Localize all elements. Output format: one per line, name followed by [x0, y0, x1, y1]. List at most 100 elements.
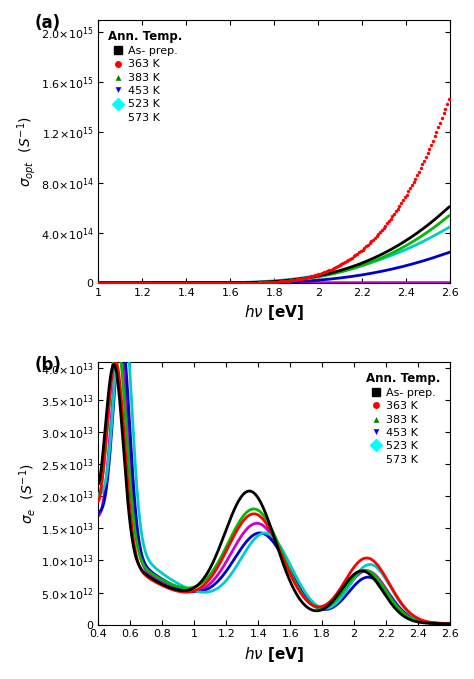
Point: [228, 277, 236, 288]
Point: [219, 277, 227, 288]
Point: [440, 108, 447, 119]
Point: [315, 269, 322, 280]
Point: [320, 267, 328, 278]
Point: [253, 277, 261, 288]
Point: [118, 277, 125, 288]
Point: [413, 170, 421, 181]
Point: [411, 173, 419, 184]
Point: [249, 277, 257, 288]
Point: [348, 253, 356, 263]
Point: [151, 277, 158, 288]
Point: [311, 270, 319, 280]
Point: [293, 274, 301, 285]
Point: [441, 103, 449, 114]
Point: [209, 277, 217, 288]
Point: [116, 277, 123, 288]
Point: [313, 270, 320, 280]
Point: [341, 257, 349, 268]
Point: [125, 277, 132, 288]
Point: [401, 192, 409, 203]
Point: [362, 241, 370, 252]
Point: [431, 131, 438, 142]
Point: [297, 273, 305, 284]
Point: [223, 277, 231, 288]
Point: [156, 277, 164, 288]
Point: [101, 277, 109, 288]
Point: [290, 274, 298, 285]
Point: [262, 277, 269, 288]
Point: [343, 256, 350, 267]
Point: [267, 276, 275, 287]
Point: [345, 255, 352, 265]
Point: [98, 277, 106, 288]
Legend: As- prep., 363 K, 383 K, 453 K, 523 K, 573 K: As- prep., 363 K, 383 K, 453 K, 523 K, 5…: [361, 367, 445, 469]
Point: [387, 213, 394, 224]
Point: [168, 277, 176, 288]
Point: [327, 264, 335, 275]
Point: [195, 277, 202, 288]
Point: [131, 277, 139, 288]
Point: [146, 277, 153, 288]
Point: [336, 260, 343, 271]
Point: [295, 274, 303, 285]
Point: [193, 277, 201, 288]
Point: [422, 151, 430, 162]
Point: [371, 232, 379, 243]
Point: [160, 277, 167, 288]
Point: [248, 277, 255, 288]
Point: [162, 277, 169, 288]
Text: (a): (a): [35, 14, 61, 33]
Point: [288, 275, 296, 286]
Point: [100, 277, 108, 288]
Point: [182, 277, 190, 288]
Point: [175, 277, 183, 288]
Point: [199, 277, 206, 288]
Point: [96, 277, 104, 288]
Point: [212, 277, 220, 288]
Point: [221, 277, 229, 288]
Point: [179, 277, 187, 288]
Point: [374, 229, 382, 240]
Point: [286, 275, 294, 286]
Point: [302, 272, 310, 283]
Point: [366, 238, 374, 249]
Point: [94, 277, 102, 288]
Point: [330, 263, 338, 274]
Point: [126, 277, 134, 288]
Point: [239, 277, 246, 288]
Point: [276, 276, 283, 287]
Point: [177, 277, 185, 288]
Point: [265, 277, 273, 288]
Text: (b): (b): [35, 356, 62, 374]
Point: [429, 135, 437, 146]
Point: [109, 277, 116, 288]
Point: [435, 122, 442, 133]
Point: [301, 272, 308, 283]
Point: [337, 259, 345, 270]
Point: [207, 277, 215, 288]
Point: [350, 251, 357, 262]
Point: [380, 223, 387, 234]
Point: [128, 277, 136, 288]
Point: [322, 266, 329, 277]
Point: [184, 277, 192, 288]
X-axis label: $h\nu$ [eV]: $h\nu$ [eV]: [244, 645, 304, 664]
Point: [382, 220, 389, 231]
Point: [399, 195, 407, 206]
Point: [172, 277, 180, 288]
Y-axis label: $\sigma_{opt}$  $(S^{-1})$: $\sigma_{opt}$ $(S^{-1})$: [15, 116, 38, 187]
Point: [332, 261, 340, 272]
Point: [114, 277, 121, 288]
Point: [367, 236, 375, 247]
Point: [373, 230, 380, 241]
Point: [281, 276, 289, 287]
Point: [428, 139, 435, 150]
Point: [110, 277, 118, 288]
Point: [292, 274, 300, 285]
Point: [306, 272, 313, 282]
Point: [167, 277, 174, 288]
Point: [142, 277, 150, 288]
Point: [391, 208, 398, 219]
Point: [364, 240, 372, 251]
Point: [329, 263, 337, 274]
